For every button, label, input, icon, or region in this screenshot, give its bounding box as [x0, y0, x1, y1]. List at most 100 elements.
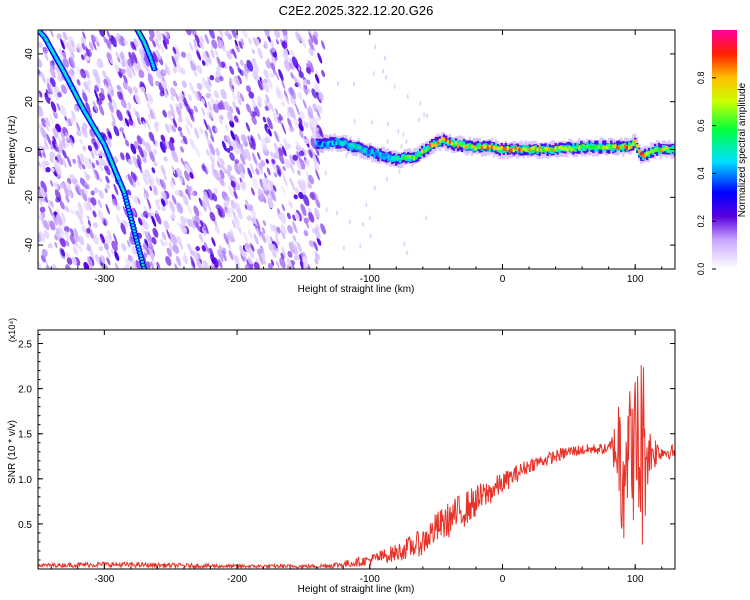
spectrogram-noise-blob [406, 94, 409, 99]
spectrogram-noise-blob [98, 189, 104, 199]
direct-ridge-core [108, 156, 112, 159]
spectrogram-noise-blob [274, 30, 280, 38]
reflection-band-cell [468, 144, 472, 148]
reflection-band-cell [327, 140, 330, 145]
spectrogram-noise-blob [313, 162, 320, 172]
spectrogram-noise-blob [242, 30, 248, 39]
spectrogram-noise-blob [98, 157, 104, 167]
spectrogram-noise-blob [140, 224, 145, 235]
spectrogram-noise-blob [140, 86, 146, 93]
spectrogram-noise-blob [226, 147, 231, 154]
spectrogram-noise-blob [146, 198, 152, 209]
spectrogram-noise-blob [271, 243, 277, 253]
spectrogram-noise-blob [282, 49, 289, 61]
spectrogram-noise-blob [287, 224, 294, 234]
spectrogram-noise-blob [76, 121, 80, 131]
spectrogram-noise-blob [80, 72, 86, 79]
spectrogram-noise-blob [305, 149, 309, 156]
spectrogram-noise-blob [92, 210, 97, 218]
spectrogram-noise-blob [106, 52, 112, 61]
reflection-band-cell [319, 141, 322, 145]
direct-ridge-core [105, 150, 109, 153]
spectrogram-noise-blob [186, 184, 192, 196]
reflection-band-cell [397, 155, 400, 160]
spectrogram-noise-blob [66, 155, 72, 168]
spectrogram-noise-blob [170, 87, 177, 97]
spectrogram-noise-blob [365, 202, 368, 208]
reflection-band-cell [540, 146, 543, 152]
spectrogram-noise-blob [237, 99, 242, 106]
reflection-band-cell [622, 145, 625, 152]
spectrogram-noise-blob [61, 139, 67, 149]
spectrogram-noise-blob [148, 150, 155, 163]
spectrogram-noise-blob [295, 158, 302, 171]
spectrogram-noise-blob [140, 137, 146, 147]
spectrogram-noise-blob [207, 101, 213, 113]
spectrogram-noise-blob [46, 264, 51, 269]
spectrogram-noise-blob [229, 119, 235, 128]
spectrogram-noise-blob [117, 57, 121, 63]
spectrogram-noise-blob [180, 146, 184, 153]
secondary-ridge-core [149, 58, 153, 61]
spectrogram-noise-blob [169, 214, 174, 220]
spectrogram-noise-blob [87, 145, 93, 152]
spectrogram-noise-blob [74, 183, 81, 195]
spectrogram-noise-blob [86, 243, 92, 251]
reflection-band-cell [496, 146, 499, 151]
spectrogram-noise-blob [159, 141, 166, 153]
spectrogram-noise-blob [69, 234, 76, 245]
reflection-band-cell [337, 141, 340, 145]
direct-ridge-core [116, 177, 120, 180]
spectrogram-noise-blob [38, 58, 43, 68]
spectrogram-noise-blob [135, 111, 140, 120]
spectrogram-noise-blob [253, 261, 260, 269]
reflection-band-cell [335, 137, 338, 144]
spectrogram-noise-blob [223, 233, 229, 245]
spectrogram-noise-blob [296, 150, 301, 160]
spectrogram-noise-blob [229, 152, 235, 161]
reflection-band-cell [536, 147, 539, 151]
reflection-band-cell [564, 146, 567, 151]
spectrogram-noise-blob [308, 105, 314, 115]
reflection-band-cell [634, 139, 637, 143]
spectrogram-noise-blob [201, 107, 206, 116]
snr-ytick-label: 2.5 [18, 340, 32, 351]
spectrogram-noise-blob [262, 258, 267, 265]
spectrogram-noise-blob [65, 131, 70, 142]
spectrogram-noise-blob [41, 217, 47, 229]
spectrogram-noise-blob [38, 90, 41, 98]
spectrogram-noise-blob [132, 208, 136, 216]
spectrogram-noise-blob [67, 118, 72, 127]
spectrogram-noise-blob [239, 153, 246, 166]
spectrogram-noise-blob [86, 228, 91, 234]
spectrogram-noise-blob [240, 92, 245, 103]
spectrogram-noise-blob [249, 242, 254, 251]
reflection-band-cell [460, 143, 464, 147]
spectrogram-noise-blob [263, 69, 269, 79]
spectrogram-noise-blob [136, 154, 142, 165]
spectrogram-noise-blob [104, 83, 110, 95]
spectrogram-noise-blob [208, 150, 216, 162]
spectrogram-noise-blob [131, 246, 138, 256]
spectrogram-noise-blob [143, 205, 147, 212]
spectrogram-noise-blob [280, 79, 286, 90]
spectrogram-noise-blob [249, 163, 255, 175]
spectrogram-noise-blob [97, 199, 102, 209]
reflection-band-cell [391, 156, 394, 160]
reflection-band-cell [329, 142, 332, 147]
reflection-band-cell [343, 141, 346, 146]
spectrogram-noise-blob [114, 250, 120, 262]
spectrogram-noise-blob [108, 38, 113, 45]
reflection-band-cell [673, 147, 675, 151]
spectrogram-noise-blob [116, 84, 121, 91]
spectrogram-noise-blob [168, 110, 172, 116]
spectrogram-noise-blob [194, 91, 201, 102]
spectrogram-noise-blob [81, 42, 86, 51]
reflection-band-cell [351, 143, 354, 147]
spectrogram-noise-blob [114, 262, 120, 269]
spectrogram-noise-blob [94, 169, 100, 181]
spectrogram-noise-blob [78, 235, 85, 246]
reflection-band-cell [612, 145, 615, 152]
reflection-band-cell [379, 152, 382, 157]
spectrogram-noise-blob [44, 160, 50, 167]
